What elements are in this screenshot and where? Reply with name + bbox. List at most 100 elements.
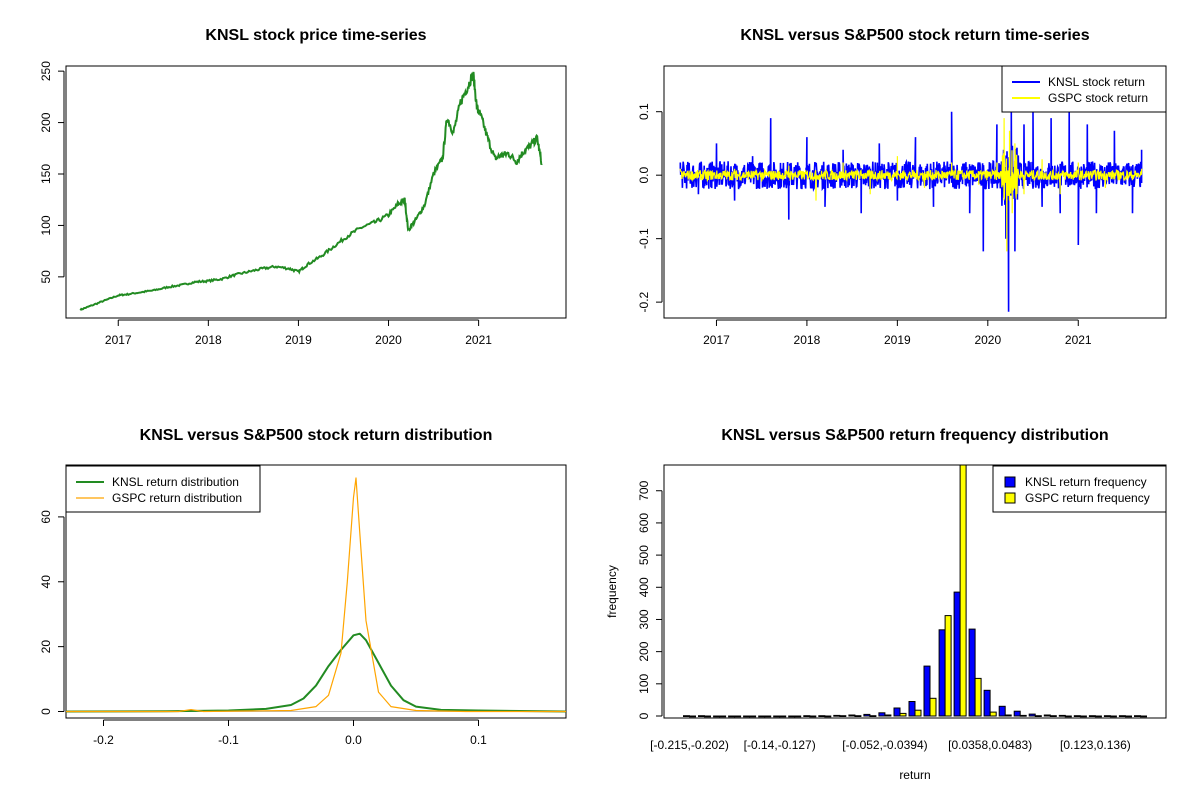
knsl-hist-bar bbox=[863, 713, 871, 717]
gspc-hist-bar bbox=[764, 715, 772, 718]
knsl-hist-bar bbox=[908, 701, 916, 717]
hist-legend-key bbox=[1004, 492, 1016, 504]
hist-y-tick-label: 700 bbox=[637, 480, 651, 500]
returns-x-tick-label: 2017 bbox=[703, 333, 730, 347]
gspc-hist-bar bbox=[1004, 714, 1012, 717]
price-x-tick-label: 2017 bbox=[105, 333, 132, 347]
gspc-hist-bar bbox=[1064, 715, 1072, 718]
returns-plot-frame bbox=[663, 65, 1167, 319]
hist-y-axis-title: frequency bbox=[605, 565, 619, 618]
knsl-hist-bar bbox=[953, 591, 961, 717]
hist-y-tick-label: 0 bbox=[637, 712, 651, 719]
gspc-hist-bar bbox=[704, 715, 711, 718]
returns-x-tick-label: 2018 bbox=[794, 333, 821, 347]
price-y-tick-label: 200 bbox=[39, 112, 53, 132]
price-x-tick-label: 2018 bbox=[195, 333, 222, 347]
gspc-density-line bbox=[66, 477, 566, 713]
knsl-hist-bar bbox=[788, 715, 796, 718]
knsl-hist-bar bbox=[833, 714, 841, 717]
knsl-price-line bbox=[79, 71, 543, 311]
knsl-hist-bar bbox=[878, 712, 886, 717]
hist-y-tick-label: 300 bbox=[637, 609, 651, 629]
returns-x-tick-label: 2020 bbox=[974, 333, 1001, 347]
density-legend bbox=[65, 465, 261, 513]
hist-x-axis-title: return bbox=[899, 768, 930, 782]
gspc-hist-bar bbox=[989, 711, 997, 717]
returns-legend bbox=[1001, 65, 1167, 113]
gspc-hist-bar bbox=[1049, 715, 1057, 718]
gspc-hist-bar bbox=[749, 715, 757, 718]
knsl-hist-bar bbox=[758, 715, 766, 718]
density-legend-label: KNSL return distribution bbox=[112, 475, 239, 489]
knsl-hist-bar bbox=[1043, 714, 1051, 717]
price-plot-frame bbox=[65, 65, 567, 319]
gspc-hist-bar bbox=[899, 712, 907, 717]
returns-x-tick-label: 2021 bbox=[1065, 333, 1092, 347]
density-y-tick-label: 20 bbox=[39, 640, 53, 654]
density-x-tick-label: -0.2 bbox=[93, 733, 114, 747]
gspc-hist-bar bbox=[929, 697, 937, 717]
knsl-hist-bar bbox=[938, 629, 946, 717]
density-chart-title: KNSL versus S&P500 stock return distribu… bbox=[140, 427, 493, 444]
gspc-hist-bar bbox=[794, 715, 802, 718]
knsl-hist-bar bbox=[998, 705, 1006, 717]
knsl-hist-bar bbox=[1013, 710, 1021, 717]
hist-x-tick-label: [-0.052,-0.0394) bbox=[842, 738, 927, 752]
knsl-hist-bar bbox=[923, 665, 931, 717]
knsl-hist-bar bbox=[728, 715, 736, 718]
returns-y-tick-label: 0.1 bbox=[637, 103, 651, 120]
hist-x-tick-label: [0.0358,0.0483) bbox=[948, 738, 1032, 752]
price-y-tick-label: 50 bbox=[39, 270, 53, 284]
price-x-tick-label: 2021 bbox=[465, 333, 492, 347]
density-legend-label: GSPC return distribution bbox=[112, 491, 242, 505]
knsl-hist-bar bbox=[818, 715, 826, 718]
knsl-density-line bbox=[65, 632, 567, 713]
knsl-hist-bar bbox=[683, 715, 690, 718]
returns-x-tick-label: 2019 bbox=[884, 333, 911, 347]
gspc-hist-bar bbox=[689, 715, 696, 718]
gspc-return-line bbox=[679, 118, 1143, 252]
knsl-hist-bar bbox=[848, 714, 856, 717]
hist-legend-label: KNSL return frequency bbox=[1025, 475, 1147, 489]
density-y-tick-label: 40 bbox=[39, 575, 53, 589]
gspc-hist-bar bbox=[944, 615, 952, 717]
price-x-tick-label: 2020 bbox=[375, 333, 402, 347]
returns-legend-label: KNSL stock return bbox=[1048, 75, 1145, 89]
hist-y-tick-label: 200 bbox=[637, 641, 651, 661]
knsl-hist-bar bbox=[743, 715, 751, 718]
knsl-hist-bar bbox=[1134, 715, 1141, 718]
gspc-hist-bar bbox=[1109, 715, 1117, 718]
hist-y-tick-label: 600 bbox=[637, 513, 651, 533]
density-x-tick-label: 0.1 bbox=[470, 733, 487, 747]
hist-legend-key bbox=[1004, 476, 1016, 488]
gspc-hist-bar bbox=[854, 715, 862, 718]
hist-plot-frame bbox=[663, 464, 1167, 719]
density-plot-frame bbox=[65, 464, 567, 719]
hist-x-tick-label: [-0.14,-0.127) bbox=[744, 738, 816, 752]
gspc-hist-bar bbox=[1140, 715, 1147, 718]
hist-y-tick-label: 400 bbox=[637, 577, 651, 597]
hist-x-tick-label: [-0.215,-0.202) bbox=[650, 738, 729, 752]
gspc-hist-bar bbox=[959, 464, 967, 717]
knsl-hist-bar bbox=[983, 689, 991, 717]
gspc-hist-bar bbox=[914, 709, 922, 717]
knsl-hist-bar bbox=[1073, 715, 1081, 718]
density-y-tick-label: 0 bbox=[39, 708, 53, 715]
returns-y-tick-label: -0.1 bbox=[637, 228, 651, 249]
hist-legend bbox=[992, 465, 1167, 513]
knsl-hist-bar bbox=[698, 715, 705, 718]
gspc-hist-bar bbox=[809, 715, 817, 718]
knsl-hist-bar bbox=[968, 628, 976, 717]
knsl-hist-bar bbox=[893, 707, 901, 717]
gspc-hist-bar bbox=[884, 714, 892, 717]
density-y-tick-label: 60 bbox=[39, 510, 53, 524]
price-x-tick-label: 2019 bbox=[285, 333, 312, 347]
knsl-hist-bar bbox=[1028, 713, 1036, 717]
gspc-hist-bar bbox=[869, 715, 877, 718]
gspc-hist-bar bbox=[1094, 715, 1102, 718]
knsl-hist-bar bbox=[1118, 715, 1126, 718]
returns-y-tick-label: 0.0 bbox=[637, 167, 651, 184]
price-y-tick-label: 150 bbox=[39, 164, 53, 184]
density-x-tick-label: -0.1 bbox=[218, 733, 239, 747]
